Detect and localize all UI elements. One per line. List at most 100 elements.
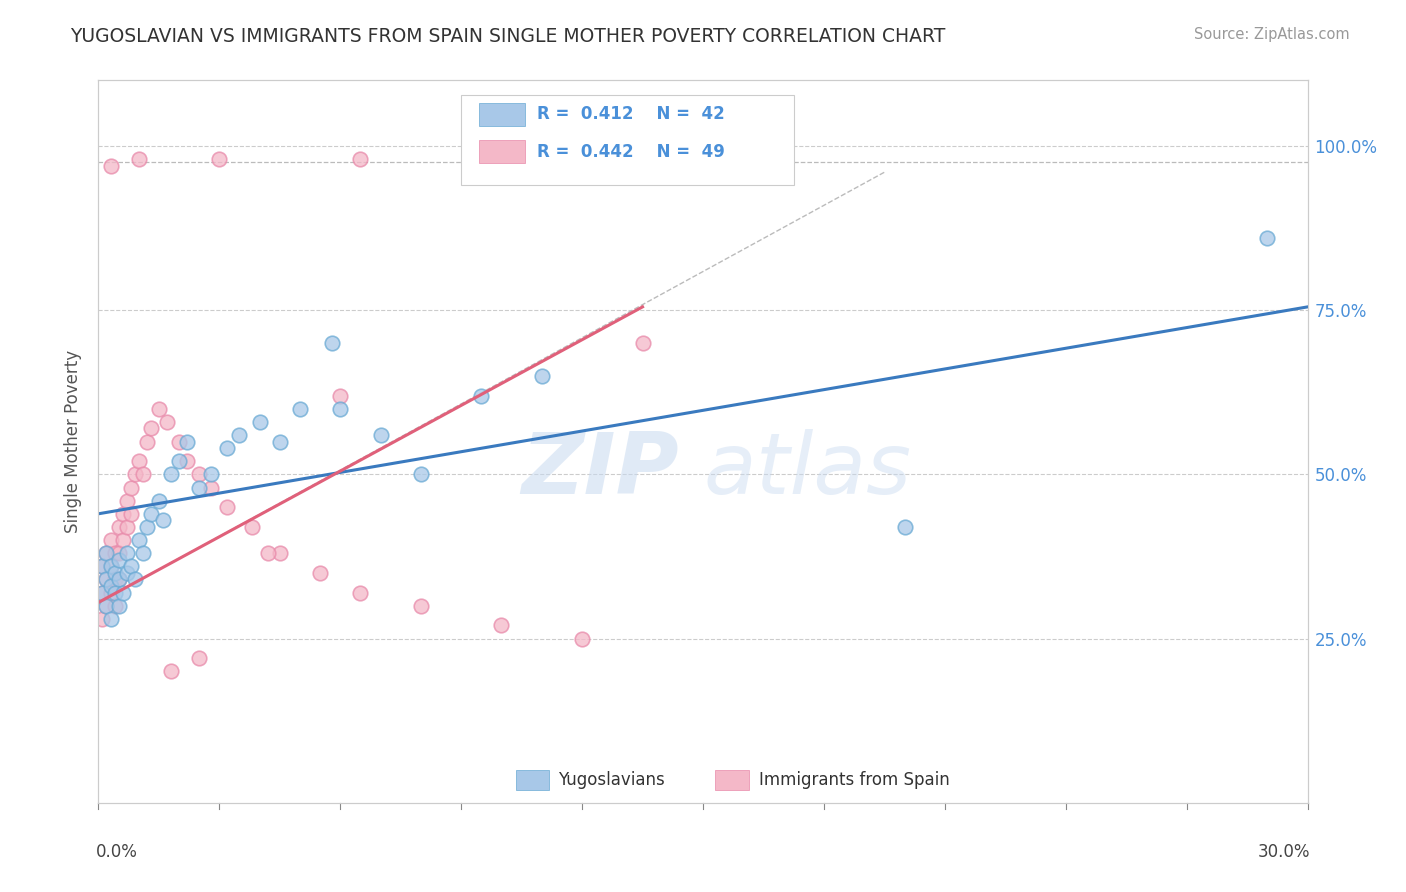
Point (100, 533, 122, 547)
Point (100, 579, 122, 593)
Text: Immigrants from Spain: Immigrants from Spain (759, 771, 949, 789)
Point (208, 152, 231, 166)
Point (96, 573, 118, 587)
Text: 0.0%: 0.0% (96, 843, 138, 861)
Point (132, 546, 155, 560)
Point (228, 428, 250, 442)
FancyBboxPatch shape (461, 95, 793, 185)
Point (200, 467, 222, 482)
Point (107, 553, 129, 567)
Point (200, 481, 222, 495)
Point (217, 441, 239, 455)
Point (152, 513, 174, 527)
Point (96, 573, 118, 587)
Point (124, 573, 146, 587)
Point (103, 573, 125, 587)
Point (128, 454, 150, 468)
Point (100, 612, 122, 626)
Point (96, 546, 118, 560)
Point (111, 533, 134, 547)
Point (139, 421, 162, 435)
FancyBboxPatch shape (516, 770, 550, 789)
FancyBboxPatch shape (479, 140, 526, 163)
Point (111, 507, 134, 521)
Point (115, 546, 138, 560)
Point (217, 500, 239, 515)
Point (288, 401, 311, 416)
Point (100, 159, 122, 173)
Text: R =  0.412    N =  42: R = 0.412 N = 42 (537, 105, 725, 123)
Point (571, 632, 593, 646)
Point (120, 507, 142, 521)
Point (107, 599, 129, 613)
Point (91, 559, 114, 574)
Text: Yugoslavians: Yugoslavians (558, 771, 665, 789)
Point (115, 520, 138, 534)
Point (111, 585, 134, 599)
Point (631, 336, 654, 351)
Text: R =  0.442    N =  49: R = 0.442 N = 49 (537, 143, 725, 161)
Point (103, 546, 125, 560)
Point (370, 428, 392, 442)
Point (188, 467, 211, 482)
Point (269, 546, 291, 560)
Text: atlas: atlas (703, 429, 911, 512)
Text: 30.0%: 30.0% (1257, 843, 1310, 861)
Point (103, 566, 125, 580)
Point (107, 573, 129, 587)
Point (188, 481, 211, 495)
Point (349, 152, 371, 166)
Point (530, 368, 553, 383)
Point (103, 585, 125, 599)
Point (96, 599, 118, 613)
Point (148, 401, 170, 416)
Text: YUGOSLAVIAN VS IMMIGRANTS FROM SPAIN SINGLE MOTHER POVERTY CORRELATION CHART: YUGOSLAVIAN VS IMMIGRANTS FROM SPAIN SIN… (70, 27, 946, 45)
Point (349, 585, 371, 599)
Point (148, 493, 170, 508)
FancyBboxPatch shape (479, 103, 526, 126)
Point (124, 467, 146, 482)
Point (128, 533, 150, 547)
Point (107, 573, 129, 587)
Point (107, 520, 129, 534)
Point (256, 546, 278, 560)
Point (91, 612, 114, 626)
Point (100, 585, 122, 599)
Point (115, 493, 138, 508)
Point (269, 434, 291, 449)
Point (176, 434, 198, 449)
Text: ZIP: ZIP (522, 429, 679, 512)
Point (409, 467, 432, 482)
Point (120, 481, 142, 495)
Point (115, 566, 138, 580)
Point (91, 585, 114, 599)
Point (249, 415, 271, 429)
Point (139, 507, 162, 521)
Point (321, 336, 343, 351)
Point (135, 520, 157, 534)
Point (132, 467, 155, 482)
FancyBboxPatch shape (716, 770, 749, 789)
Point (893, 520, 915, 534)
Point (160, 467, 183, 482)
Point (120, 559, 142, 574)
Point (329, 388, 352, 402)
Point (103, 599, 125, 613)
Point (470, 388, 492, 402)
Point (96, 599, 118, 613)
Point (100, 559, 122, 574)
Text: Source: ZipAtlas.com: Source: ZipAtlas.com (1194, 27, 1350, 42)
Point (91, 559, 114, 574)
Point (240, 520, 263, 534)
Point (156, 415, 179, 429)
Point (329, 401, 352, 416)
Point (188, 651, 211, 665)
Point (309, 566, 332, 580)
Point (409, 599, 432, 613)
Point (1256, 231, 1278, 245)
Y-axis label: Single Mother Poverty: Single Mother Poverty (65, 350, 83, 533)
Point (176, 454, 198, 468)
Point (135, 434, 157, 449)
Point (167, 434, 190, 449)
Point (96, 546, 118, 560)
